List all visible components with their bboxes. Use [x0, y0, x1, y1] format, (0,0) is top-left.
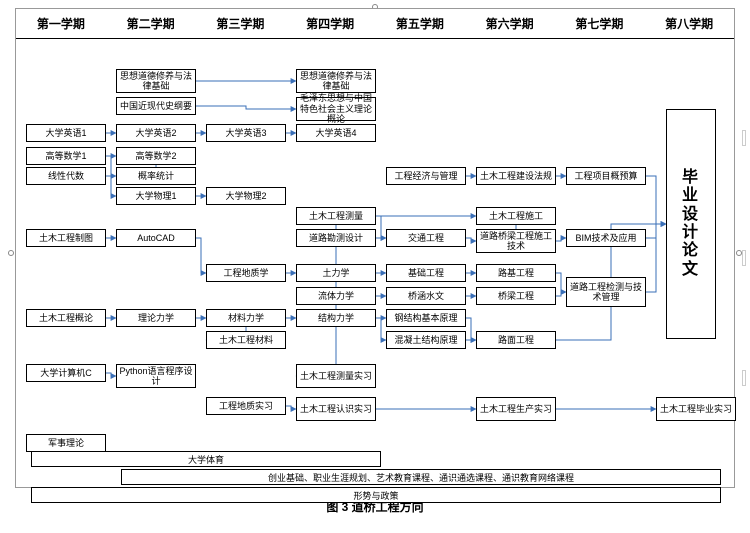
edge: [646, 176, 666, 224]
course-ph2: 大学物理2: [206, 187, 286, 205]
course-py: Python语言程序设计: [116, 364, 196, 388]
course-ql2: 桥梁工程: [476, 287, 556, 305]
wide-bar-1: 创业基础、职业生涯规划、艺术教育课程、通识通选课程、通识教育网络课程: [121, 469, 721, 485]
edge: [646, 224, 666, 292]
course-jg2: 结构力学: [296, 309, 376, 327]
course-scsx: 土木工程生产实习: [476, 397, 556, 421]
wide-bar-0: 大学体育: [31, 451, 381, 467]
course-tu: 土木工程制图: [26, 229, 106, 247]
course-n2: 中国近现代史纲要: [116, 97, 196, 115]
course-ql: 道路桥梁工程施工技术: [476, 229, 556, 253]
course-e4: 大学英语4: [296, 124, 376, 142]
course-dq: 工程地质学: [206, 264, 286, 282]
semester-header-1: 第一学期: [16, 9, 106, 38]
course-n1: 思想道德修养与法律基础: [116, 69, 196, 93]
selection-handle: [8, 250, 14, 256]
course-ph1: 大学物理1: [116, 187, 196, 205]
course-hn: 混凝土结构原理: [386, 331, 466, 349]
semester-header-8: 第八学期: [644, 9, 734, 38]
course-m1: 高等数学1: [26, 147, 106, 165]
side-handle: [742, 370, 746, 386]
course-jc: 道路工程检测与技术管理: [566, 277, 646, 307]
edge: [556, 292, 566, 296]
edge: [556, 273, 566, 292]
edge: [286, 406, 296, 409]
course-n1b: 思想道德修养与法律基础: [296, 69, 376, 93]
course-lm: 路面工程: [476, 331, 556, 349]
course-jg: 工程经济与管理: [386, 167, 466, 185]
course-ll: 理论力学: [116, 309, 196, 327]
edge: [466, 318, 476, 340]
edge: [376, 216, 386, 238]
course-cl3: 土木工程材料: [206, 331, 286, 349]
course-e3: 大学英语3: [206, 124, 286, 142]
course-gl: 土木工程概论: [26, 309, 106, 327]
course-fg: 土木工程建设法规: [476, 167, 556, 185]
semester-header-3: 第三学期: [196, 9, 286, 38]
course-cl2: 材料力学: [206, 309, 286, 327]
edge: [196, 106, 296, 109]
diagram-container: 第一学期第二学期第三学期第四学期第五学期第六学期第七学期第八学期 思想道德修养与…: [0, 0, 750, 523]
course-sx1: 土木工程测量实习: [296, 364, 376, 388]
course-tl: 土力学: [296, 264, 376, 282]
course-lt: 流体力学: [296, 287, 376, 305]
course-m2: 高等数学2: [116, 147, 196, 165]
side-handle: [742, 250, 746, 266]
semester-header-4: 第四学期: [285, 9, 375, 38]
course-sg: 土木工程施工: [476, 207, 556, 225]
course-bysx: 土木工程毕业实习: [656, 397, 736, 421]
course-gj: 钢结构基本原理: [386, 309, 466, 327]
edge: [106, 373, 116, 376]
semester-header-6: 第六学期: [465, 9, 555, 38]
edge: [106, 156, 116, 196]
edge: [466, 238, 476, 241]
final-project: 毕业设计论文: [666, 109, 716, 339]
semester-header-row: 第一学期第二学期第三学期第四学期第五学期第六学期第七学期第八学期: [16, 9, 734, 39]
semester-header-2: 第二学期: [106, 9, 196, 38]
edge: [556, 238, 566, 241]
side-handle: [742, 130, 746, 146]
course-jj: 基础工程: [386, 264, 466, 282]
course-dqsx: 工程地质实习: [206, 397, 286, 415]
course-ys: 工程项目概预算: [566, 167, 646, 185]
course-kc: 道路勘测设计: [296, 229, 376, 247]
semester-header-5: 第五学期: [375, 9, 465, 38]
course-n2b: 毛泽东思想与中国特色社会主义理论概论: [296, 97, 376, 121]
course-lj: 路基工程: [476, 264, 556, 282]
course-jsjC: 大学计算机C: [26, 364, 106, 382]
diagram-body: 思想道德修养与法律基础中国近现代史纲要思想道德修养与法律基础毛泽东思想与中国特色…: [16, 39, 734, 489]
course-js: 军事理论: [26, 434, 106, 452]
course-pr: 概率统计: [116, 167, 196, 185]
course-jt: 交通工程: [386, 229, 466, 247]
course-cl: 土木工程测量: [296, 207, 376, 225]
course-cad: AutoCAD: [116, 229, 196, 247]
course-la: 线性代数: [26, 167, 106, 185]
wide-bar-2: 形势与政策: [31, 487, 721, 503]
edge: [646, 224, 666, 238]
course-e1: 大学英语1: [26, 124, 106, 142]
curriculum-frame: 第一学期第二学期第三学期第四学期第五学期第六学期第七学期第八学期 思想道德修养与…: [15, 8, 735, 488]
edge: [196, 238, 206, 273]
course-sw: 桥涵水文: [386, 287, 466, 305]
edge: [376, 318, 386, 340]
course-bim: BIM技术及应用: [566, 229, 646, 247]
semester-header-7: 第七学期: [555, 9, 645, 38]
course-rssx: 土木工程认识实习: [296, 397, 376, 421]
course-e2: 大学英语2: [116, 124, 196, 142]
